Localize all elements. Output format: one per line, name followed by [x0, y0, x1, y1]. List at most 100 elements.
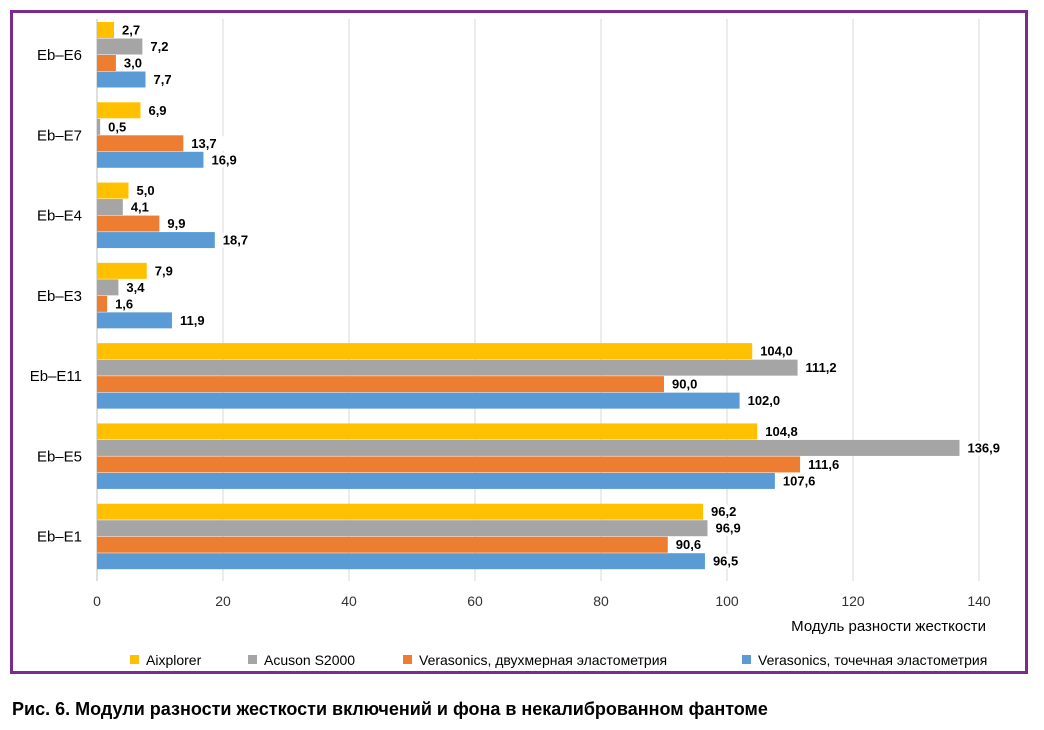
bar — [97, 312, 172, 329]
figure-caption: Рис. 6. Модули разности жесткости включе… — [12, 699, 768, 719]
data-label: 90,6 — [676, 537, 701, 552]
data-label: 13,7 — [191, 136, 216, 151]
bar — [97, 151, 204, 168]
data-label: 111,6 — [808, 457, 839, 472]
bar-chart: 0 20 40 60 80 100 120 140 Eb–E6 2,7 7,2 3,0 7,7 Eb–E7… — [29, 19, 1008, 668]
bar — [97, 376, 664, 393]
bar — [97, 199, 123, 216]
data-label-bg — [802, 360, 847, 376]
data-label-bg — [757, 344, 801, 359]
data-label-bg — [123, 280, 152, 295]
data-label: 4,1 — [131, 200, 149, 215]
x-tick-label: 80 — [593, 593, 609, 609]
data-label-bg — [964, 440, 1008, 456]
data-label: 96,5 — [713, 554, 738, 569]
x-tick-label: 0 — [93, 593, 101, 609]
bar — [97, 343, 753, 360]
data-label-bg — [145, 103, 174, 118]
data-label-bg — [112, 296, 141, 312]
bar — [97, 22, 115, 38]
data-label-bg — [120, 56, 150, 71]
data-label: 0,5 — [108, 119, 126, 134]
legend-swatch — [742, 655, 751, 664]
bar — [97, 456, 801, 473]
data-label: 102,0 — [748, 393, 781, 408]
bar — [97, 262, 147, 279]
category-label: Eb–E5 — [37, 448, 82, 465]
bar — [97, 536, 668, 553]
data-label-bg — [744, 393, 789, 409]
bar — [97, 439, 960, 456]
category-label: Eb–E1 — [37, 529, 82, 546]
legend-swatch — [248, 655, 257, 664]
data-label: 7,9 — [155, 263, 173, 278]
data-label-bg — [672, 537, 709, 553]
x-tick-label: 100 — [715, 593, 739, 609]
category-label: Eb–E3 — [37, 288, 82, 305]
x-axis-title: Модуль разности жесткости — [791, 618, 986, 635]
bar — [97, 215, 160, 232]
data-label-bg — [708, 504, 745, 520]
data-label-bg — [147, 39, 176, 54]
bar — [97, 118, 101, 135]
bar — [97, 503, 704, 520]
data-label: 3,0 — [124, 56, 142, 71]
legend-swatch — [403, 655, 412, 664]
data-label: 104,0 — [760, 344, 793, 359]
data-label-bg — [779, 473, 824, 489]
data-label: 96,9 — [715, 521, 740, 536]
category-label: Eb–E6 — [37, 47, 82, 64]
data-label-bg — [208, 152, 245, 168]
data-label: 11,9 — [180, 313, 205, 328]
data-label-bg — [219, 233, 256, 248]
x-tick-label: 140 — [967, 593, 991, 609]
bar — [97, 553, 705, 570]
data-label: 16,9 — [211, 152, 236, 167]
legend-label: Acuson S2000 — [264, 652, 355, 668]
x-tick-label: 60 — [467, 593, 483, 609]
category-label: Eb–E11 — [30, 368, 82, 385]
bar — [97, 232, 215, 249]
data-label-bg — [105, 119, 134, 135]
data-label: 7,2 — [150, 39, 168, 54]
data-label: 9,9 — [167, 216, 185, 231]
x-tick-label: 40 — [341, 593, 357, 609]
data-label: 136,9 — [967, 440, 1000, 455]
data-label-bg — [164, 216, 193, 232]
x-tick-label: 120 — [841, 593, 865, 609]
bar — [97, 38, 143, 55]
data-label-bg — [127, 200, 157, 215]
data-label: 6,9 — [148, 103, 166, 118]
data-label: 107,6 — [783, 473, 816, 488]
bar — [97, 359, 798, 376]
data-label-bg — [119, 23, 148, 38]
legend-label: Verasonics, двухмерная эластометрия — [419, 652, 667, 668]
data-label: 111,2 — [806, 360, 837, 375]
bar — [97, 472, 775, 489]
category-label: Eb–E7 — [37, 127, 82, 144]
data-label-bg — [712, 521, 749, 536]
data-label-bg — [188, 136, 225, 151]
bar — [97, 279, 119, 296]
bar — [97, 295, 108, 312]
data-label: 90,0 — [672, 377, 697, 392]
data-label: 96,2 — [711, 504, 736, 519]
data-label-bg — [176, 313, 213, 328]
bar — [97, 182, 129, 199]
legend-label: Verasonics, точечная эластометрия — [758, 652, 987, 668]
data-label: 7,7 — [154, 72, 172, 87]
data-label: 3,4 — [126, 280, 145, 295]
data-label-bg — [762, 424, 806, 439]
data-label-bg — [150, 72, 180, 87]
data-label-bg — [133, 183, 162, 199]
legend-swatch — [130, 655, 139, 664]
legend-label: Aixplorer — [146, 652, 202, 668]
data-label: 5,0 — [137, 183, 155, 198]
data-label-bg — [709, 554, 746, 569]
data-label-bg — [805, 457, 849, 472]
bar — [97, 392, 740, 409]
data-label-bg — [151, 263, 181, 279]
x-tick-label: 20 — [215, 593, 231, 609]
data-label-bg — [669, 377, 705, 392]
bar — [97, 55, 116, 71]
